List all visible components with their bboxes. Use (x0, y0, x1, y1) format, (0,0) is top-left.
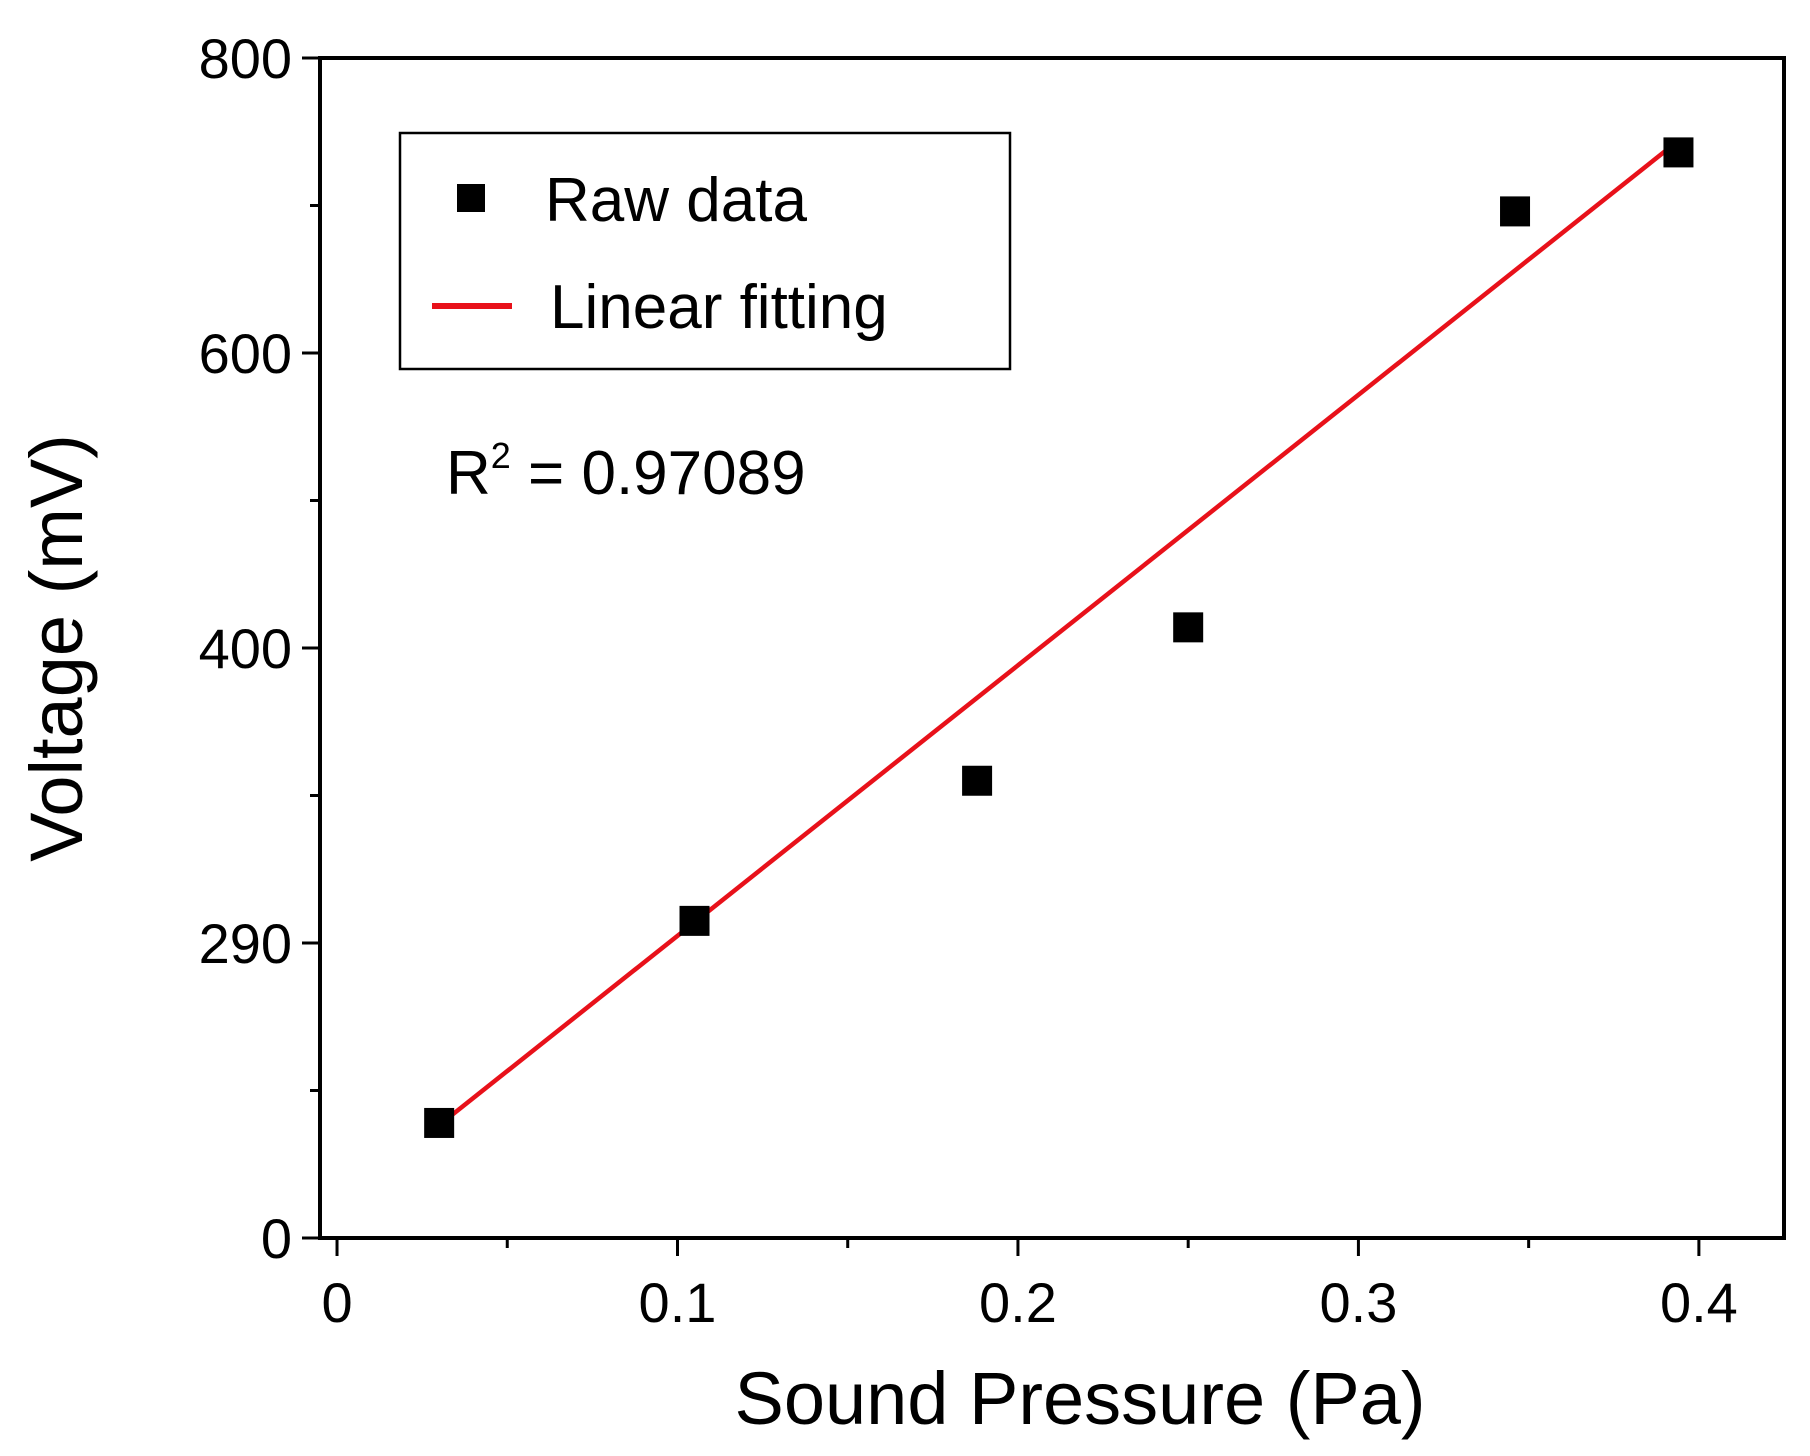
x-tick-label: 0.3 (1319, 1271, 1397, 1334)
legend: Raw data Linear fitting (398, 131, 1012, 371)
linear-fit-layer (447, 138, 1680, 1119)
x-axis-tick-labels: 0 0.1 0.2 0.3 0.4 (321, 1271, 1737, 1334)
x-tick-label: 0 (321, 1271, 352, 1334)
r-squared-superscript: 2 (491, 435, 511, 476)
r-squared-value: = 0.97089 (511, 439, 806, 508)
raw-data-point (1500, 196, 1531, 227)
x-axis-title: Sound Pressure (Pa) (734, 1357, 1425, 1440)
legend-raw-data-label: Raw data (545, 166, 807, 235)
y-tick-label: 0 (261, 1207, 292, 1270)
raw-data-point (962, 765, 993, 796)
legend-raw-data-marker (457, 184, 485, 212)
r-squared-annotation: R2 = 0.97089 (446, 435, 806, 508)
legend-linear-fitting-label: Linear fitting (550, 273, 888, 342)
y-axis-tick-labels: 0 290 400 600 800 (199, 27, 292, 1270)
raw-data-point (1173, 612, 1204, 643)
y-tick-label: 290 (199, 912, 292, 975)
raw-data-point (679, 905, 710, 936)
raw-data-point (424, 1107, 455, 1138)
x-tick-label: 0.1 (639, 1271, 717, 1334)
y-tick-label: 400 (199, 617, 292, 680)
x-tick-label: 0.2 (979, 1271, 1057, 1334)
r-squared-symbol: R (446, 439, 491, 508)
y-tick-label: 800 (199, 27, 292, 90)
linear-fit-line (447, 138, 1680, 1119)
raw-data-point (1663, 137, 1694, 168)
y-tick-label: 600 (199, 322, 292, 385)
y-axis-title: Voltage (mV) (15, 434, 98, 862)
x-tick-label: 0.4 (1660, 1271, 1738, 1334)
x-axis-ticks (335, 1238, 1701, 1256)
legend-box (398, 131, 1012, 371)
raw-data-points (424, 137, 1694, 1138)
y-axis-ticks (302, 56, 320, 1240)
